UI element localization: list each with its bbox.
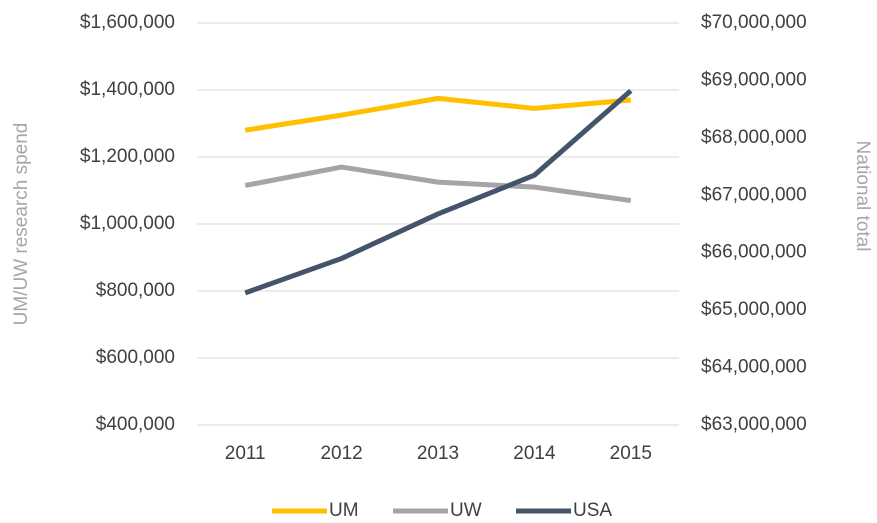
x-tick-label: 2012 <box>320 443 362 464</box>
y-axis-title: UM/UW research spend <box>11 123 32 326</box>
y2-tick-label: $65,000,000 <box>701 299 807 320</box>
y2-tick-label: $70,000,000 <box>701 12 807 33</box>
y-tick-label: $1,600,000 <box>80 12 175 33</box>
series-line <box>244 88 633 296</box>
y-tick-label: $1,400,000 <box>80 79 175 100</box>
x-tick-label: 2013 <box>417 443 459 464</box>
series-line <box>244 164 632 204</box>
y2-axis-title: National total <box>852 141 873 252</box>
y2-tick-label: $69,000,000 <box>701 69 807 90</box>
x-tick-label: 2015 <box>610 443 652 464</box>
legend-label: UM <box>329 500 359 521</box>
y2-tick-label: $64,000,000 <box>701 357 807 378</box>
y2-tick-label: $68,000,000 <box>701 127 807 148</box>
y2-tick-label: $63,000,000 <box>701 414 807 435</box>
legend-label: USA <box>573 500 612 521</box>
y-tick-label: $1,200,000 <box>80 146 175 167</box>
y-tick-label: $800,000 <box>96 280 175 301</box>
x-tick-label: 2011 <box>225 443 266 464</box>
y-tick-label: $400,000 <box>96 414 175 435</box>
x-tick-label: 2014 <box>513 443 556 464</box>
y2-tick-label: $67,000,000 <box>701 184 807 205</box>
series-line <box>244 95 632 133</box>
y-tick-label: $1,000,000 <box>80 213 175 234</box>
y2-tick-label: $66,000,000 <box>701 242 807 263</box>
legend-label: UW <box>450 500 482 521</box>
y-tick-label: $600,000 <box>96 347 175 368</box>
